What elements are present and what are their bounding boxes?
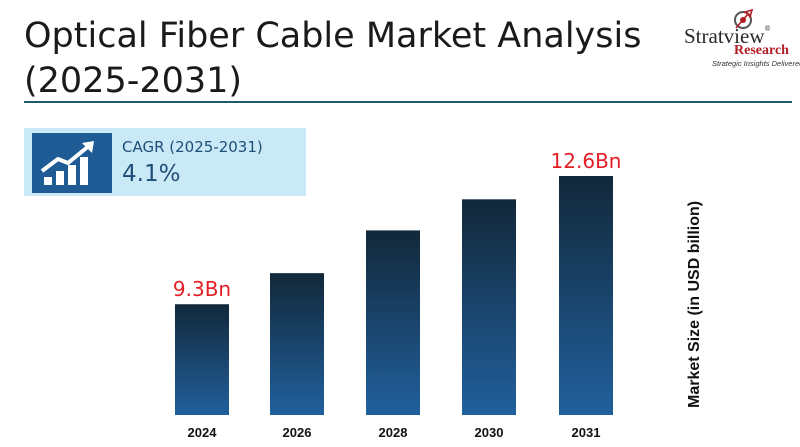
logo-tagline: Strategic Insights Delivered: [712, 59, 800, 68]
title-line-1: Optical Fiber Cable Market Analysis: [24, 16, 642, 56]
globe-emblem-icon: [734, 8, 754, 29]
stratview-logo: Stratview® Research Strategic Insights D…: [672, 8, 800, 72]
logo-research: Research: [734, 43, 789, 58]
page-title: Optical Fiber Cable Market Analysis (202…: [24, 14, 644, 104]
x-tick-label-2028: 2028: [379, 425, 408, 440]
x-tick-label-2031: 2031: [572, 425, 601, 440]
logo-registered-mark: ®: [764, 24, 771, 33]
title-divider: [24, 101, 792, 103]
cagr-icon-box: [32, 133, 112, 193]
bar-2030: [462, 199, 516, 415]
cagr-card: CAGR (2025-2031) 4.1%: [24, 128, 306, 196]
logo-name: Stratview®: [684, 24, 771, 48]
title-line-2: (2025-2031): [24, 61, 243, 101]
x-tick-label-2026: 2026: [283, 425, 312, 440]
growth-chart-icon: [40, 141, 94, 185]
x-tick-label-2024: 2024: [188, 425, 218, 440]
cagr-value: 4.1%: [122, 161, 181, 187]
bar-2028: [366, 230, 420, 415]
bar-2026: [270, 273, 324, 415]
y-axis-label: Market Size (in USD billion): [686, 200, 703, 408]
bar-2024: [175, 304, 229, 415]
bar-2031: [559, 176, 613, 415]
cagr-label: CAGR (2025-2031): [122, 138, 263, 156]
x-tick-label-2030: 2030: [475, 425, 504, 440]
data-label-2024: 9.3Bn: [173, 277, 231, 301]
data-label-2031: 12.6Bn: [551, 149, 622, 173]
